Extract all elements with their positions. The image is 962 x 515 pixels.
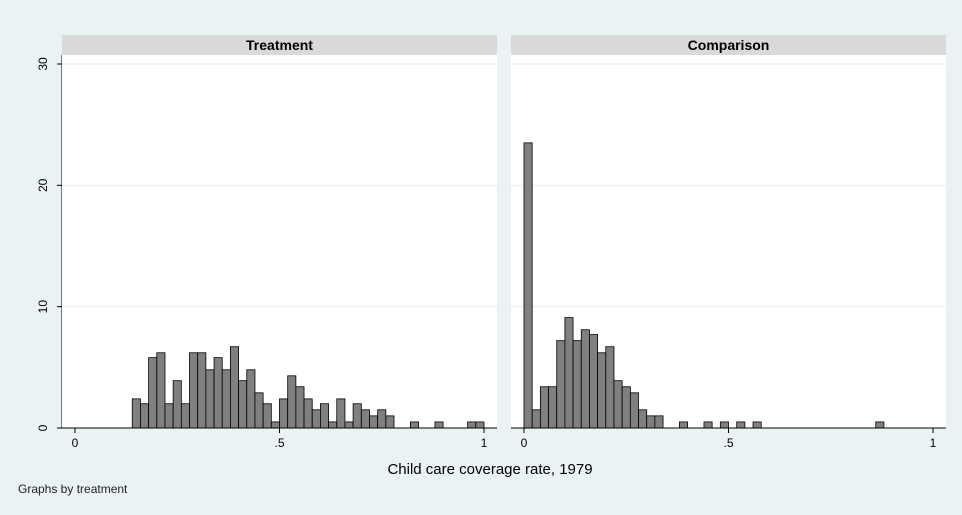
histogram-bar <box>875 421 885 429</box>
histogram-bar <box>328 421 338 429</box>
histogram-bar <box>140 403 150 429</box>
panel-header <box>511 35 946 55</box>
histogram-bar <box>189 352 199 429</box>
histogram-bar <box>360 409 370 429</box>
x-tick-label: .5 <box>723 436 733 450</box>
panel-title: Comparison <box>688 37 770 53</box>
histogram-bar <box>564 317 574 429</box>
histogram-bar <box>311 409 321 429</box>
histogram-bar <box>262 403 272 429</box>
x-tick-label: 1 <box>930 436 937 450</box>
panel-title: Treatment <box>246 37 313 53</box>
histogram-bar <box>172 380 182 429</box>
histogram-bar <box>556 340 566 429</box>
y-tick-label: 0 <box>36 424 50 431</box>
histogram-bar <box>703 421 713 429</box>
histogram-bar <box>164 403 174 429</box>
histogram-bar <box>197 352 207 429</box>
histogram-bar <box>605 346 615 429</box>
histogram-bar <box>719 421 729 429</box>
x-tick-label: 1 <box>481 436 488 450</box>
histogram-bar <box>539 386 549 429</box>
histogram-bar <box>589 334 599 429</box>
histogram-bar <box>523 142 533 429</box>
panel-header <box>62 35 497 55</box>
histogram-bar <box>287 375 297 429</box>
histogram-bar <box>156 352 166 429</box>
histogram-bar <box>654 415 664 429</box>
histogram-bar <box>597 352 607 429</box>
histogram-bar <box>246 369 256 429</box>
plot-area <box>62 55 497 428</box>
histogram-bar <box>621 386 631 429</box>
histogram-bar <box>148 357 158 429</box>
histogram-bar <box>548 386 558 429</box>
y-tick-label: 30 <box>36 57 50 71</box>
histogram-bar <box>352 403 362 429</box>
histogram-bar <box>434 421 444 429</box>
histogram-bar <box>319 403 329 429</box>
histogram-bar <box>377 409 387 429</box>
histogram-bar <box>279 398 289 429</box>
histogram-bar <box>646 415 656 429</box>
x-tick-label: 0 <box>521 436 528 450</box>
x-tick-label: 0 <box>72 436 79 450</box>
histogram-bar <box>270 421 280 429</box>
y-tick-label: 10 <box>36 300 50 314</box>
histogram-bar <box>385 415 395 429</box>
histogram-bar <box>221 369 231 429</box>
histogram-bar <box>230 346 239 429</box>
histogram-bar <box>752 421 762 429</box>
histogram-bar <box>205 369 215 429</box>
histogram-bar <box>213 357 223 429</box>
histogram-bar <box>531 409 541 429</box>
histogram-bar <box>254 392 264 429</box>
histogram-bar <box>679 421 688 429</box>
histogram-bar <box>629 392 639 429</box>
histogram-bar <box>238 380 248 429</box>
x-tick-label: .5 <box>274 436 284 450</box>
x-axis-title: Child care coverage rate, 1979 <box>387 461 592 478</box>
histogram-bar <box>475 421 485 429</box>
histogram-bar <box>736 421 746 429</box>
histogram-bar <box>336 398 346 429</box>
histogram-bar <box>303 398 313 429</box>
histogram-bar <box>613 380 623 429</box>
histogram-bar <box>344 421 354 429</box>
histogram-bar <box>369 415 379 429</box>
histogram-bar <box>295 386 305 429</box>
histogram-bar <box>131 398 141 429</box>
histogram-bar <box>180 403 190 429</box>
histogram-bar <box>467 421 477 429</box>
histogram-bar <box>409 421 419 429</box>
histogram-bar <box>580 329 590 429</box>
footnote: Graphs by treatment <box>18 482 128 496</box>
histogram-bar <box>638 409 648 429</box>
histogram-bar <box>572 340 582 429</box>
y-tick-label: 20 <box>36 178 50 192</box>
